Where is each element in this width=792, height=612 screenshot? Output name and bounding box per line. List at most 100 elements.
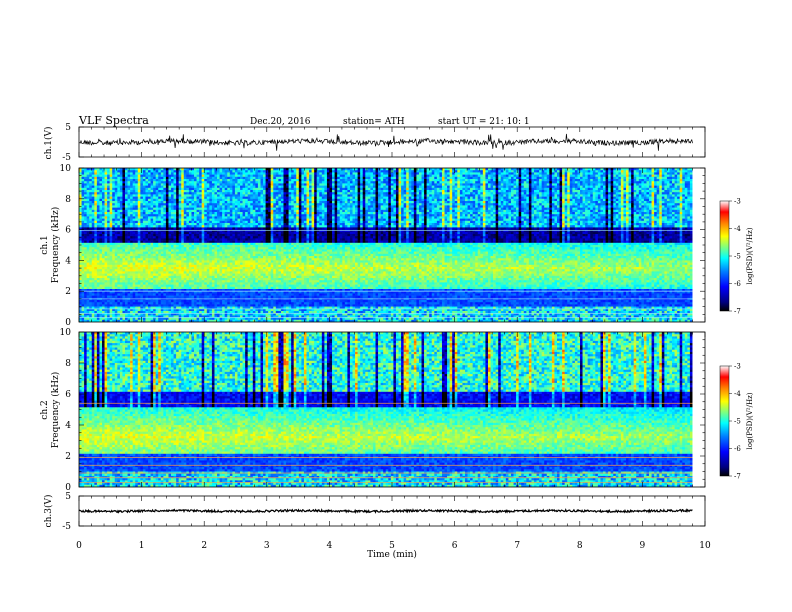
spectrogram-cell: [79, 311, 82, 314]
spectrogram-cell: [181, 205, 185, 208]
spectrogram-cell: [104, 269, 108, 272]
spectrogram-cell: [178, 240, 182, 244]
spectrogram-cell: [91, 218, 95, 222]
spectrogram-cell: [137, 183, 141, 186]
spectrogram-cell: [219, 300, 223, 303]
spectrogram-cell: [94, 286, 98, 290]
spectrogram-cell: [194, 238, 197, 241]
spectrogram-cell: [222, 251, 226, 255]
spectrogram-cell: [119, 172, 123, 175]
spectrogram-cell: [181, 306, 185, 310]
spectrogram-cell: [135, 194, 139, 197]
spectrogram-cell: [165, 181, 169, 184]
spectrogram-cell: [181, 271, 185, 274]
spectrogram-cell: [125, 313, 128, 316]
spectrogram-cell: [186, 234, 190, 237]
spectrogram-cell: [81, 289, 85, 292]
spectrogram-cell: [89, 306, 93, 310]
spectrogram-cell: [176, 236, 179, 239]
spectrogram-cell: [109, 190, 113, 193]
spectrogram-cell: [84, 236, 87, 239]
spectrogram-cell: [84, 238, 87, 241]
spectrogram-cell: [94, 176, 98, 180]
spectrogram-cell: [186, 203, 190, 206]
spectrogram-cell: [112, 223, 116, 226]
spectrogram-cell: [222, 236, 226, 239]
spectrogram-cell: [227, 203, 231, 206]
spectrogram-cell: [201, 170, 205, 173]
spectrogram-cell: [160, 286, 164, 290]
spectrogram-cell: [145, 176, 149, 180]
spectrogram-cell: [148, 295, 151, 299]
spectrogram-cell: [84, 253, 87, 257]
spectrogram-cell: [79, 284, 82, 288]
spectrogram-cell: [158, 267, 162, 270]
spectrogram-cell: [158, 242, 162, 246]
spectrogram-cell: [153, 253, 156, 257]
spectrogram-cell: [181, 212, 185, 215]
spectrogram-cell: [217, 313, 220, 316]
spectrogram-cell: [122, 172, 126, 175]
spectrogram-cell: [214, 267, 218, 270]
spectrogram-cell: [178, 271, 182, 274]
spectrogram-cell: [96, 289, 100, 292]
spectrogram-cell: [89, 218, 93, 222]
spectrogram-cell: [148, 245, 151, 248]
spectrogram-cell: [114, 251, 118, 255]
spectrogram-cell: [112, 317, 116, 321]
spectrogram-cell: [137, 214, 141, 217]
spectrogram-cell: [102, 300, 105, 303]
spectrogram-cell: [140, 234, 144, 237]
spectrogram-cell: [224, 295, 228, 299]
spectrogram-cell: [224, 315, 228, 318]
spectrogram-cell: [250, 203, 254, 206]
spectrogram-cell: [222, 280, 226, 283]
spectrogram-cell: [217, 238, 220, 241]
spectrogram-cell: [211, 190, 215, 193]
spectrogram-cell: [201, 315, 205, 318]
spectrogram-cell: [132, 240, 136, 244]
spectrogram-cell: [214, 236, 218, 239]
spectrogram-cell: [140, 209, 144, 213]
spectrogram-cell: [79, 264, 82, 268]
spectrogram-cell: [102, 240, 105, 244]
spectrogram-cell: [148, 207, 151, 211]
spectrogram-cell: [199, 218, 202, 222]
spectrogram-cell: [104, 293, 108, 296]
spectrogram-cell: [206, 223, 210, 226]
spectrogram-cell: [209, 209, 213, 213]
spectrogram-cell: [155, 194, 159, 197]
spectrogram-cell: [201, 311, 205, 314]
spectrogram-cell: [91, 229, 95, 233]
spectrogram-cell: [153, 275, 156, 279]
spectrogram-cell: [127, 231, 131, 235]
spectrogram-cell: [158, 264, 162, 268]
spectrogram-cell: [142, 258, 146, 261]
spectrogram-cell: [224, 214, 228, 217]
spectrogram-cell: [201, 231, 205, 235]
spectrogram-cell: [148, 220, 151, 224]
spectrogram-cell: [84, 172, 87, 175]
spectrogram-cell: [178, 278, 182, 281]
spectrogram-cell: [232, 212, 236, 215]
spectrogram-cell: [232, 306, 236, 310]
spectrogram-cell: [240, 258, 243, 261]
spectrogram-cell: [132, 231, 136, 235]
spectrogram-cell: [191, 275, 195, 279]
spectrogram-cell: [176, 238, 179, 241]
spectrogram-cell: [119, 207, 123, 211]
spectrogram-cell: [79, 227, 82, 230]
spectrogram-cell: [178, 291, 182, 294]
spectrogram-cell: [102, 174, 105, 178]
spectrogram-cell: [122, 245, 126, 248]
spectrogram-cell: [112, 289, 116, 292]
spectrogram-cell: [153, 280, 156, 283]
spectrogram-cell: [79, 273, 82, 277]
spectrogram-cell: [199, 286, 202, 290]
spectrogram-cell: [150, 201, 154, 204]
spectrogram-cell: [91, 313, 95, 316]
spectrogram-cell: [117, 203, 121, 206]
spectrogram-cell: [150, 212, 154, 215]
spectrogram-cell: [171, 168, 174, 171]
spectrogram-cell: [109, 249, 113, 252]
